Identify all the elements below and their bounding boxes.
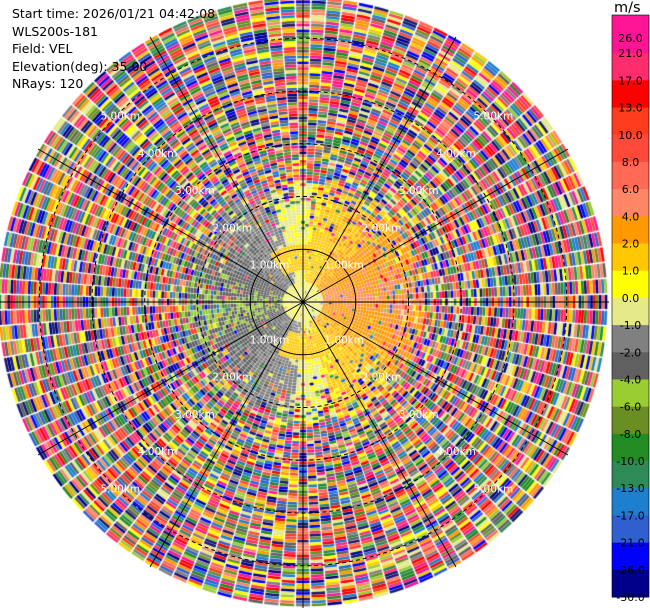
colorbar-tick-label: -4.0 [620,373,641,386]
range-ring-4 [91,90,515,514]
colorbar-band [612,569,649,598]
azimuth-spoke-60 [302,148,569,303]
colorbar-tick-label: 26.0 [618,32,643,45]
range-ring-5 [38,37,568,567]
colorbar-band [612,243,649,272]
colorbar-band [612,379,649,408]
range-label-4: 4.00km [138,446,178,458]
colorbar-tick-label: 4.0 [622,210,640,223]
range-label-1: 1.00km [324,260,364,272]
start-time-label: Start time: 2026/01/21 04:42:08 [12,6,216,21]
colorbar-unit-label: m/s [614,0,641,16]
colorbar-tick-label: -26.0 [616,564,644,577]
range-ring-3 [144,143,462,461]
range-label-1: 1.00km [324,334,364,346]
colorbar-tick-label: 17.0 [618,74,643,87]
range-label-4: 4.00km [138,148,178,160]
colorbar-cap [612,15,649,26]
colorbar-band [612,325,649,353]
azimuth-spoke-300 [37,148,304,303]
colorbar-tick-label: -6.0 [620,401,641,414]
colorbar-tick-label: -30.0 [616,591,644,604]
range-label-2: 2.00km [212,222,252,234]
range-label-1: 1.00km [250,260,290,272]
colorbar-tick-label: -1.0 [620,319,641,332]
field-label: Field: VEL [12,41,73,56]
colorbar-band [612,134,649,163]
colorbar-tick-label: -10.0 [616,455,644,468]
colorbar-band [612,488,649,516]
azimuth-spoke-150 [302,301,457,568]
colorbar-tick-label: -13.0 [616,482,644,495]
colorbar-tick-label: -17.0 [616,509,644,522]
colorbar-band [612,189,649,217]
colorbar-band [612,216,649,245]
range-label-4: 4.00km [436,148,476,160]
elevation-label: Elevation(deg): 35.00 [12,58,148,74]
nrays-label: NRays: 120 [12,76,84,91]
colorbar-tick-label: -8.0 [620,428,641,441]
azimuth-spoke-330 [149,36,304,303]
colorbar-band [612,107,649,136]
colorbar-band [612,433,649,462]
colorbar-band [612,542,649,571]
colorbar-tick-label: 0.0 [622,292,640,305]
azimuth-spoke-210 [149,301,304,568]
azimuth-spoke-120 [302,301,569,456]
range-label-2: 2.00km [362,222,402,234]
colorbar-tick-label: 21.0 [618,47,643,60]
colorbar-tick-label: 6.0 [622,183,640,196]
colorbar-tick-label: -2.0 [620,346,641,359]
colorbar-band [612,515,649,544]
range-label-5: 5.00km [474,110,514,122]
range-label-3: 3.00km [175,185,215,197]
colorbar-band [612,53,649,81]
scan-info-panel: Start time: 2026/01/21 04:42:08 WLS200s-… [12,5,215,93]
colorbar-band [612,161,649,190]
colorbar-tick-label: 10.0 [618,129,643,142]
instrument-label: WLS200s-181 [12,23,98,39]
azimuth-spoke-30 [302,36,457,303]
colorbar-band [612,352,649,380]
range-label-5: 5.00km [100,110,140,122]
colorbar-tick-label: 1.0 [622,265,640,278]
colorbar-tick-label: 2.0 [622,238,640,251]
colorbar-band [612,26,649,54]
range-ring-1 [249,248,357,356]
azimuth-spoke-240 [37,301,304,456]
colorbar-tick-label: 13.0 [618,102,643,115]
colorbar-band [612,461,649,489]
colorbar-tick-label: 8.0 [622,156,640,169]
range-label-1: 1.00km [250,334,290,346]
range-label-5: 5.00km [474,484,514,496]
range-label-3: 3.00km [175,409,215,421]
colorbar-band [612,406,649,435]
colorbar-band [612,270,649,299]
range-label-3: 3.00km [399,185,439,197]
range-ring-2 [196,195,410,409]
range-label-2: 2.00km [362,372,402,384]
colorbar-band [612,297,649,326]
range-label-3: 3.00km [399,409,439,421]
range-label-5: 5.00km [100,484,140,496]
colorbar-border [611,14,650,598]
range-label-2: 2.00km [212,372,252,384]
colorbar-tick-label: -21.0 [616,537,644,550]
range-label-4: 4.00km [436,446,476,458]
colorbar-band [612,80,649,109]
